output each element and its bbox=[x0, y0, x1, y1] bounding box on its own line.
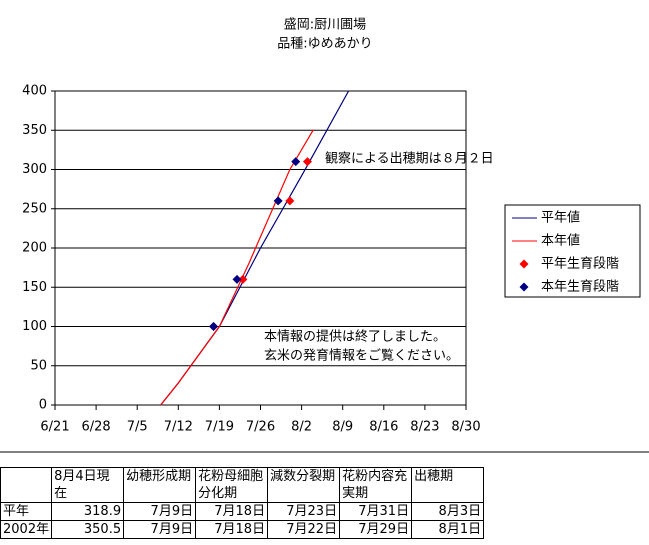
y-tick-label: 100 bbox=[22, 319, 47, 334]
cell: 350.5 bbox=[51, 520, 125, 539]
chart-title: 盛岡:厨川圃場 bbox=[284, 18, 366, 33]
marker bbox=[302, 157, 312, 167]
legend-box bbox=[504, 204, 641, 298]
row-label: 平年 bbox=[0, 502, 53, 521]
legend-label: 平年生育段階 bbox=[541, 256, 619, 272]
annotation: 玄米の発育情報をご覧ください。 bbox=[264, 348, 459, 364]
legend-label: 本年生育段階 bbox=[541, 279, 619, 295]
table: 8月4日現在 幼穂形成期 花粉母細胞分化期 減数分裂期 花粉内容充実期 出穂期 平年 318.… bbox=[0, 467, 485, 539]
cell: 7月22日 bbox=[267, 520, 341, 539]
header-cell: 花粉内容充実期 bbox=[339, 467, 413, 503]
header-cell: 花粉母細胞分化期 bbox=[195, 467, 269, 503]
x-tick-label: 8/2 bbox=[291, 420, 312, 435]
x-tick-label: 8/16 bbox=[369, 420, 398, 435]
cell: 8月1日 bbox=[411, 520, 485, 539]
cell: 7月31日 bbox=[339, 502, 413, 521]
y-tick-label: 50 bbox=[30, 358, 47, 373]
chart: 盛岡:厨川圃場 品種:ゆめあかり 0 50 100 150 200 250 300 350 40… bbox=[0, 18, 649, 453]
x-tick-label: 6/28 bbox=[81, 420, 110, 435]
cell: 8月3日 bbox=[411, 502, 485, 521]
y-tick-label: 150 bbox=[22, 280, 47, 295]
header-cell: 8月4日現在 bbox=[51, 467, 125, 503]
chart-subtitle: 品種:ゆめあかり bbox=[277, 36, 372, 52]
cell: 7月18日 bbox=[195, 520, 269, 539]
y-tick-label: 200 bbox=[22, 241, 47, 256]
x-tick-label: 6/21 bbox=[40, 420, 69, 435]
table-row: 2002年 350.5 7月9日 7月18日 7月22日 7月29日 8月1日 bbox=[0, 520, 485, 539]
header-cell: 幼穂形成期 bbox=[123, 467, 197, 503]
header-cell: 出穂期 bbox=[411, 467, 485, 503]
y-tick-label: 300 bbox=[22, 162, 47, 177]
corner-cell bbox=[0, 467, 53, 503]
marker bbox=[273, 196, 283, 206]
cell: 318.9 bbox=[51, 502, 125, 521]
y-tick-label: 350 bbox=[22, 123, 47, 138]
x-tick-label: 8/9 bbox=[332, 420, 353, 435]
x-tick-label: 8/30 bbox=[451, 420, 480, 435]
x-tick-label: 7/12 bbox=[164, 420, 193, 435]
annotation: 本情報の提供は終了しました。 bbox=[264, 329, 446, 345]
marker bbox=[209, 322, 219, 331]
cell: 7月29日 bbox=[339, 520, 413, 539]
x-tick-label: 8/23 bbox=[410, 420, 439, 435]
cell: 7月18日 bbox=[195, 502, 269, 521]
x-tick-label: 7/5 bbox=[127, 420, 148, 435]
annotation: 観察による出穂期は８月２日 bbox=[325, 152, 494, 167]
legend-swatch bbox=[519, 282, 529, 292]
marker bbox=[291, 157, 301, 167]
plot-area bbox=[54, 90, 467, 406]
header-row: 8月4日現在 幼穂形成期 花粉母細胞分化期 減数分裂期 花粉内容充実期 出穂期 bbox=[0, 467, 485, 503]
x-tick-label: 7/26 bbox=[246, 420, 275, 435]
y-tick-label: 0 bbox=[39, 398, 47, 413]
legend-swatch bbox=[519, 259, 529, 269]
line bbox=[160, 129, 314, 406]
marker bbox=[232, 274, 242, 284]
legend-label: 平年値 bbox=[541, 210, 580, 226]
table-body: 8月4日現在 幼穂形成期 花粉母細胞分化期 減数分裂期 花粉内容充実期 出穂期 平年 318.… bbox=[0, 467, 485, 539]
y-tick-label: 400 bbox=[22, 84, 47, 99]
legend-label: 本年値 bbox=[541, 233, 580, 249]
marker bbox=[238, 274, 248, 284]
y-tick-label: 250 bbox=[22, 201, 47, 216]
marker bbox=[285, 196, 295, 206]
row-label: 2002年 bbox=[0, 520, 53, 539]
x-tick-label: 7/19 bbox=[205, 420, 234, 435]
cell: 7月9日 bbox=[123, 520, 197, 539]
cell: 7月9日 bbox=[123, 502, 197, 521]
table-row: 平年 318.9 7月9日 7月18日 7月23日 7月31日 8月3日 bbox=[0, 502, 485, 521]
header-cell: 減数分裂期 bbox=[267, 467, 341, 503]
cell: 7月23日 bbox=[267, 502, 341, 521]
